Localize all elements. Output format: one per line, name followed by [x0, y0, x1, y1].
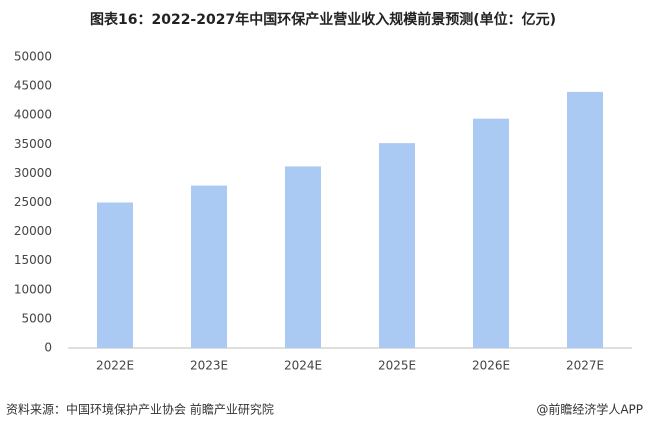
source: 资料来源：中国环境保护产业协会 前瞻产业研究院	[6, 402, 274, 417]
chart-title: 图表16：2022-2027年中国环保产业营业收入规模前景预测(单位：亿元)	[90, 11, 556, 28]
y-tick-label: 20000	[14, 224, 52, 238]
y-tick-label: 5000	[21, 311, 52, 325]
credit: @前瞻经济学人APP	[536, 402, 643, 417]
y-tick-label: 0	[44, 341, 52, 355]
bar	[285, 166, 321, 348]
y-tick-label: 30000	[14, 166, 52, 180]
x-tick-label: 2027E	[566, 359, 604, 373]
x-tick-label: 2024E	[284, 359, 322, 373]
bar	[379, 143, 415, 348]
bar	[473, 118, 509, 348]
bar	[97, 202, 133, 348]
bar	[567, 91, 603, 349]
x-tick-label: 2023E	[190, 359, 228, 373]
bar	[191, 185, 227, 348]
x-tick-label: 2026E	[472, 359, 510, 373]
y-tick-label: 45000	[14, 79, 52, 93]
y-tick-label: 50000	[14, 50, 52, 64]
y-tick-label: 40000	[14, 108, 52, 122]
y-tick-label: 25000	[14, 195, 52, 209]
x-tick-label: 2022E	[96, 359, 134, 373]
x-tick-label: 2025E	[378, 359, 416, 373]
y-tick-label: 35000	[14, 137, 52, 151]
y-tick-label: 15000	[14, 253, 52, 267]
y-tick-label: 10000	[14, 282, 52, 296]
